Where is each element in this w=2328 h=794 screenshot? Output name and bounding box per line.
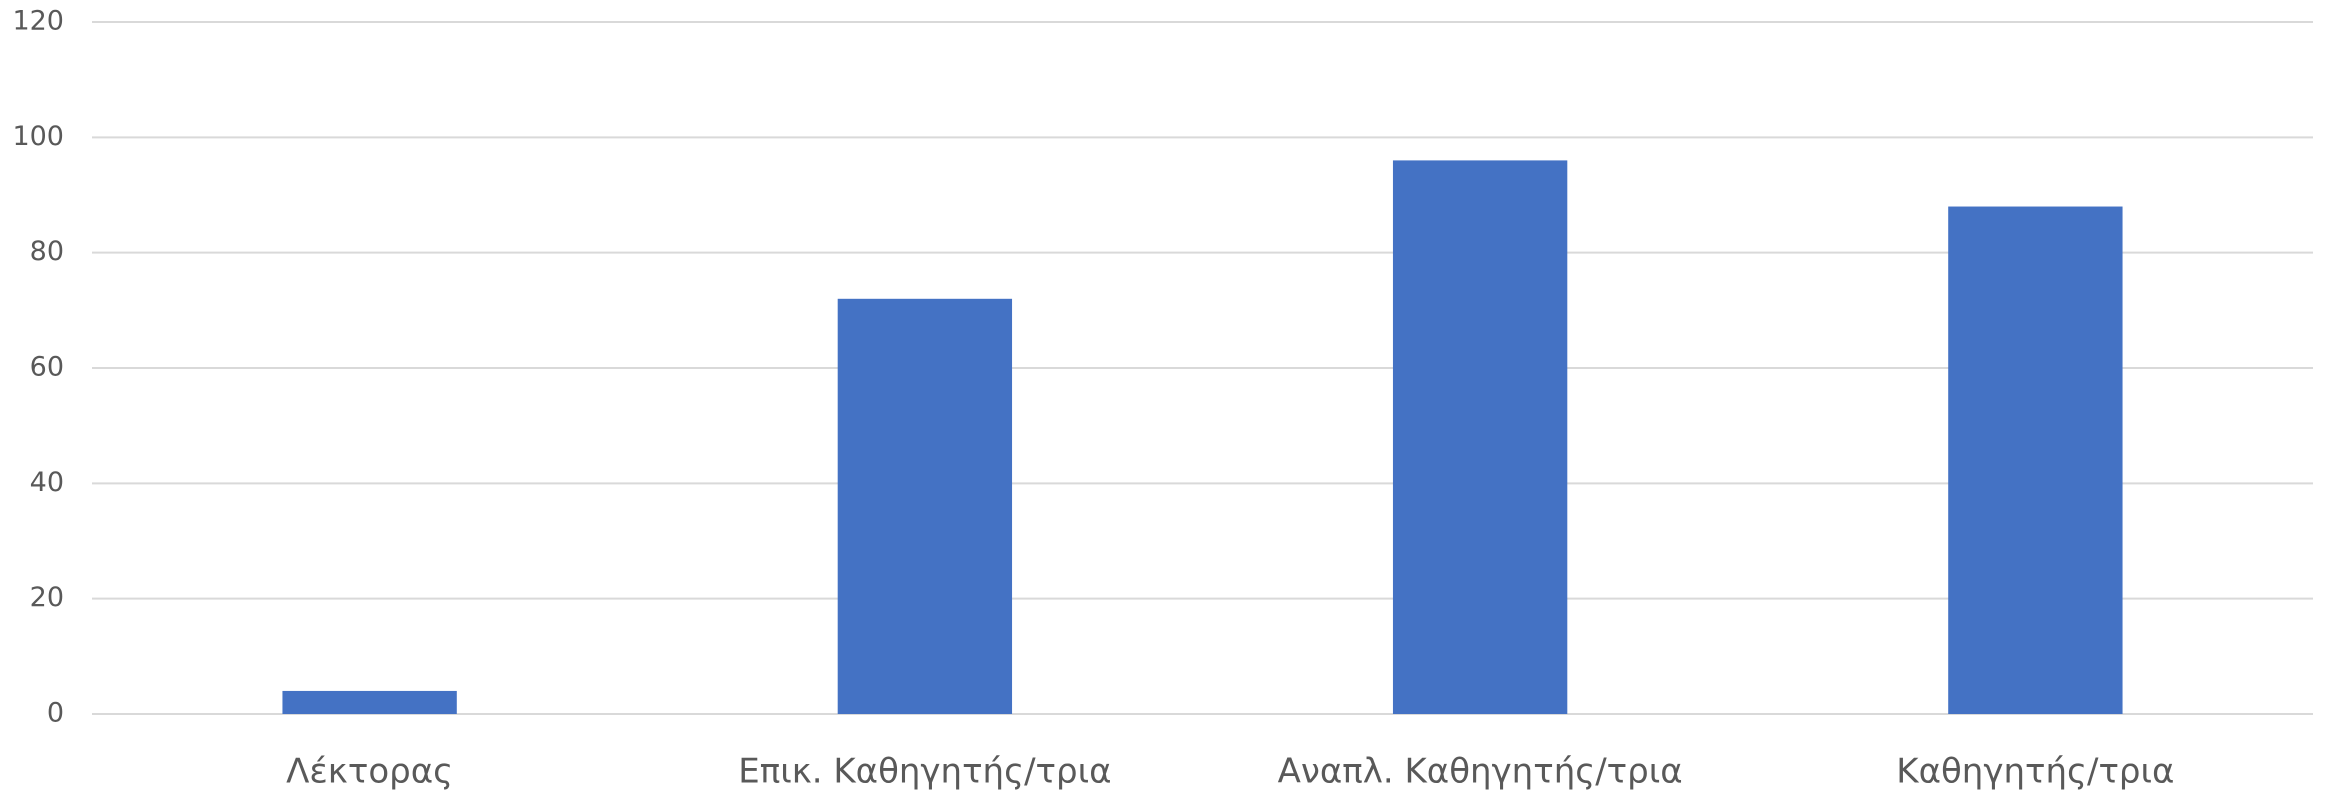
bar	[1948, 206, 2123, 715]
y-tick-label: 60	[30, 352, 64, 383]
y-tick-label: 120	[12, 6, 64, 37]
y-tick-label: 0	[47, 698, 64, 729]
bar	[282, 690, 457, 714]
x-tick-label: Επικ. Καθηγητής/τρια	[738, 752, 1111, 792]
y-tick-label: 100	[12, 121, 64, 152]
y-tick-label: 40	[30, 467, 64, 498]
x-tick-label: Λέκτορας	[286, 752, 453, 792]
bar	[1392, 160, 1568, 714]
x-tick-label: Αναπλ. Καθηγητής/τρια	[1278, 752, 1683, 792]
x-tick-label: Καθηγητής/τρια	[1896, 752, 2174, 792]
y-tick-label: 80	[30, 236, 64, 267]
bar	[837, 298, 1013, 714]
y-tick-label: 20	[30, 582, 64, 613]
